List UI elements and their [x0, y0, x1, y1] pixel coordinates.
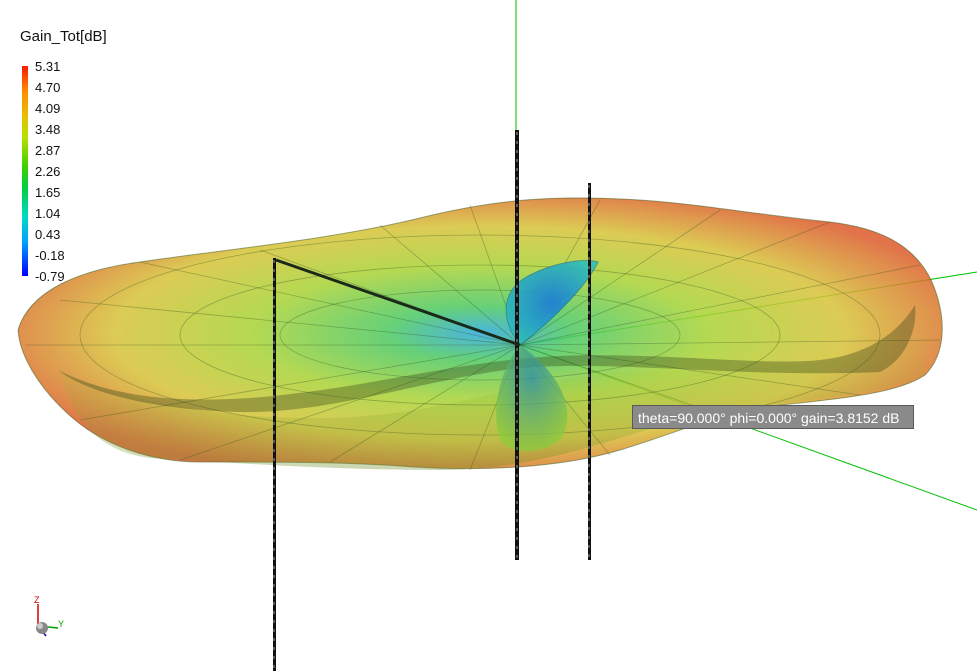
legend-value: 3.48 [35, 122, 61, 137]
legend-color-bar [22, 66, 28, 276]
legend-value: 1.04 [35, 206, 61, 221]
legend-value: -0.18 [35, 248, 65, 263]
legend-title: Gain_Tot[dB] [20, 28, 107, 45]
legend-value: 2.87 [35, 143, 61, 158]
antenna-element-right [588, 183, 591, 560]
lobe-lower-shading [60, 330, 925, 470]
legend-value: 4.70 [35, 80, 61, 95]
legend-value: 1.65 [35, 185, 61, 200]
triad-z-label: Z [34, 595, 40, 605]
lobe-wireframe [25, 199, 941, 471]
legend-value: 2.26 [35, 164, 61, 179]
legend-value: 5.31 [35, 59, 61, 74]
upper-small-lobe [505, 260, 599, 346]
legend-value: 0.43 [35, 227, 61, 242]
lobe-inner-ring [58, 305, 916, 413]
lower-lobe [496, 345, 568, 452]
antenna-diagonal-feed [275, 258, 521, 347]
legend-value: 4.09 [35, 101, 61, 116]
axis-triad-icon[interactable]: Z Y [28, 596, 68, 642]
triad-y-label: Y [58, 619, 65, 629]
antenna-elements [273, 130, 591, 671]
legend-value: -0.79 [35, 269, 65, 284]
antenna-element-left [273, 258, 276, 671]
gain-tooltip: theta=90.000° phi=0.000° gain=3.8152 dB [632, 405, 914, 429]
